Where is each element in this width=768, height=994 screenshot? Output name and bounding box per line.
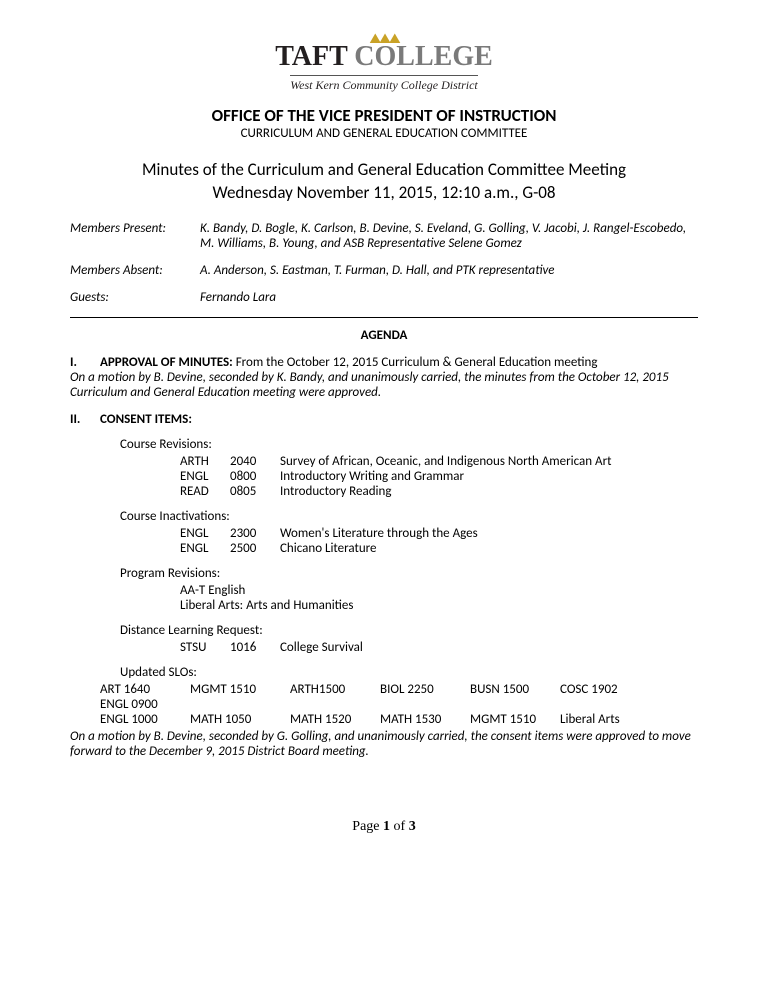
slo-item: MATH 1530 [380,712,470,727]
course-title: Introductory Reading [280,484,698,499]
program-revisions-title: Program Revisions: [120,566,698,581]
program-revisions-block: Program Revisions: AA-T English Liberal … [120,566,698,613]
slo-row-1: ART 1640 MGMT 1510 ARTH1500 BIOL 2250 BU… [100,682,698,712]
guests-label: Guests: [70,290,200,305]
course-dept: ENGL [180,469,230,484]
section-approval: I. APPROVAL OF MINUTES: From the October… [70,355,698,400]
course-num: 2040 [230,454,280,469]
logo-text-main: TAFT [275,41,347,72]
section-motion-1: On a motion by B. Devine, seconded by K.… [70,370,698,400]
distance-learning-title: Distance Learning Request: [120,623,698,638]
course-dept: ENGL [180,526,230,541]
course-title: Survey of African, Oceanic, and Indigeno… [280,454,698,469]
slo-item: BUSN 1500 [470,682,560,697]
course-inactivations-title: Course Inactivations: [120,509,698,524]
course-num: 0800 [230,469,280,484]
logo-text-second: COLLEGE [347,41,492,72]
guests-row: Guests: Fernando Lara [70,290,698,305]
course-dept: ARTH [180,454,230,469]
footer-prefix: Page [352,819,383,834]
document-page: ⛰⛰⛰ TAFT COLLEGE West Kern Community Col… [0,0,768,855]
course-dept: ENGL [180,541,230,556]
table-row: ENGL 0800 Introductory Writing and Gramm… [180,469,698,484]
course-dept: READ [180,484,230,499]
agenda-title: AGENDA [70,328,698,343]
footer-page-total: 3 [409,819,416,834]
table-row: ENGL 2500 Chicano Literature [180,541,698,556]
course-title: College Survival [280,640,698,655]
members-absent-row: Members Absent: A. Anderson, S. Eastman,… [70,263,698,278]
office-title: OFFICE OF THE VICE PRESIDENT OF INSTRUCT… [70,105,698,126]
course-revisions-title: Course Revisions: [120,437,698,452]
meeting-title-line1: Minutes of the Curriculum and General Ed… [70,159,698,180]
course-num: 2300 [230,526,280,541]
course-inactivations-block: Course Inactivations: ENGL 2300 Women's … [120,509,698,556]
section-text-1: From the October 12, 2015 Curriculum & G… [233,355,598,370]
committee-title: CURRICULUM AND GENERAL EDUCATION COMMITT… [70,126,698,141]
slo-item: ENGL 0900 [100,697,190,712]
guests-value: Fernando Lara [200,290,698,305]
section-roman-1: I. [70,355,100,370]
course-title: Women's Literature through the Ages [280,526,698,541]
slo-item: ARTH1500 [290,682,380,697]
members-present-value: K. Bandy, D. Bogle, K. Carlson, B. Devin… [200,221,698,251]
list-item: AA-T English [180,583,698,598]
distance-learning-block: Distance Learning Request: STSU 1016 Col… [120,623,698,655]
logo-subtitle: West Kern Community College District [290,75,478,93]
page-footer: Page 1 of 3 [70,819,698,835]
logo-block: ⛰⛰⛰ TAFT COLLEGE West Kern Community Col… [70,30,698,93]
list-item: Liberal Arts: Arts and Humanities [180,598,698,613]
slo-item: COSC 1902 [560,682,650,697]
slo-item: BIOL 2250 [380,682,470,697]
slo-item: MATH 1050 [190,712,290,727]
course-num: 1016 [230,640,280,655]
divider [70,317,698,318]
updated-slos-block: Updated SLOs: ART 1640 MGMT 1510 ARTH150… [100,665,698,727]
members-present-row: Members Present: K. Bandy, D. Bogle, K. … [70,221,698,251]
slo-item: MGMT 1510 [470,712,560,727]
slo-item: MGMT 1510 [190,682,290,697]
section-roman-2: II. [70,412,100,427]
slo-item: ENGL 1000 [100,712,190,727]
course-num: 0805 [230,484,280,499]
members-absent-label: Members Absent: [70,263,200,278]
section-motion-2: On a motion by B. Devine, seconded by G.… [70,729,698,759]
table-row: STSU 1016 College Survival [180,640,698,655]
course-num: 2500 [230,541,280,556]
table-row: ENGL 2300 Women's Literature through the… [180,526,698,541]
slo-item: MATH 1520 [290,712,380,727]
members-absent-value: A. Anderson, S. Eastman, T. Furman, D. H… [200,263,698,278]
section-heading-1: APPROVAL OF MINUTES: [100,355,233,370]
meeting-title-line2: Wednesday November 11, 2015, 12:10 a.m.,… [70,182,698,203]
footer-page-num: 1 [383,819,390,834]
slo-item: ART 1640 [100,682,190,697]
attendance-block: Members Present: K. Bandy, D. Bogle, K. … [70,221,698,305]
members-present-label: Members Present: [70,221,200,251]
updated-slos-title: Updated SLOs: [120,665,698,680]
section-consent: II. CONSENT ITEMS: Course Revisions: ART… [70,412,698,759]
course-dept: STSU [180,640,230,655]
course-title: Introductory Writing and Grammar [280,469,698,484]
table-row: ARTH 2040 Survey of African, Oceanic, an… [180,454,698,469]
table-row: READ 0805 Introductory Reading [180,484,698,499]
footer-mid: of [390,819,409,834]
section-heading-2: CONSENT ITEMS: [100,412,192,427]
slo-row-2: ENGL 1000 MATH 1050 MATH 1520 MATH 1530 … [100,712,698,727]
course-revisions-block: Course Revisions: ARTH 2040 Survey of Af… [120,437,698,499]
course-title: Chicano Literature [280,541,698,556]
slo-item: Liberal Arts [560,712,650,727]
